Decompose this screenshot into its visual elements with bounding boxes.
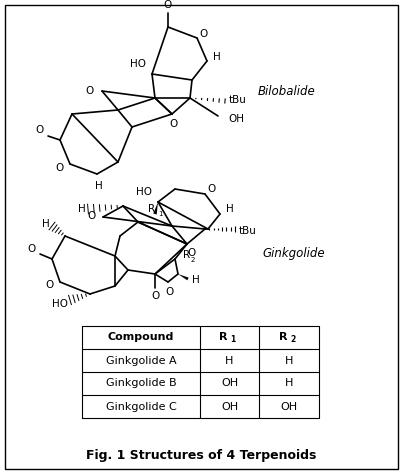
Text: Ginkgolide A: Ginkgolide A: [106, 356, 177, 365]
Text: Ginkgolide: Ginkgolide: [262, 247, 325, 261]
Text: 1: 1: [231, 335, 236, 344]
Text: OH: OH: [228, 114, 244, 124]
Polygon shape: [178, 274, 189, 280]
Text: O: O: [165, 287, 173, 297]
Text: H: H: [192, 275, 200, 285]
Text: H: H: [42, 219, 50, 229]
Text: OH: OH: [280, 401, 297, 411]
Text: H: H: [285, 356, 293, 365]
Text: HO: HO: [136, 187, 152, 197]
Text: O: O: [36, 125, 44, 135]
Text: Bilobalide: Bilobalide: [258, 84, 316, 98]
Text: O: O: [164, 0, 172, 10]
Text: O: O: [151, 291, 159, 301]
Text: O: O: [46, 280, 54, 290]
Text: Compound: Compound: [108, 332, 174, 343]
Text: H: H: [225, 356, 234, 365]
Text: O: O: [208, 184, 216, 194]
Text: 1: 1: [158, 211, 162, 217]
Text: tBu: tBu: [239, 226, 257, 236]
Text: Fig. 1 Structures of 4 Terpenoids: Fig. 1 Structures of 4 Terpenoids: [86, 449, 316, 463]
Text: R: R: [183, 250, 190, 260]
Text: H: H: [226, 204, 234, 214]
Text: H: H: [78, 204, 86, 214]
Text: H: H: [213, 52, 221, 62]
Text: O: O: [169, 119, 177, 129]
Text: O: O: [88, 211, 96, 221]
Text: R: R: [219, 332, 228, 343]
Text: OH: OH: [221, 401, 238, 411]
Text: R: R: [148, 204, 156, 214]
Text: HO: HO: [52, 299, 68, 309]
Text: OH: OH: [221, 379, 238, 389]
Polygon shape: [153, 202, 158, 214]
Text: Ginkgolide C: Ginkgolide C: [106, 401, 177, 411]
Text: O: O: [56, 163, 64, 173]
Text: 2: 2: [290, 335, 295, 344]
Text: O: O: [188, 248, 196, 258]
Text: H: H: [285, 379, 293, 389]
Text: H: H: [95, 181, 103, 191]
Text: HO: HO: [130, 59, 146, 69]
Text: 2: 2: [191, 257, 195, 263]
Text: Ginkgolide B: Ginkgolide B: [106, 379, 177, 389]
Text: O: O: [200, 29, 208, 39]
Text: R: R: [278, 332, 287, 343]
Text: tBu: tBu: [229, 95, 247, 105]
Text: O: O: [86, 86, 94, 96]
Text: O: O: [28, 244, 36, 254]
